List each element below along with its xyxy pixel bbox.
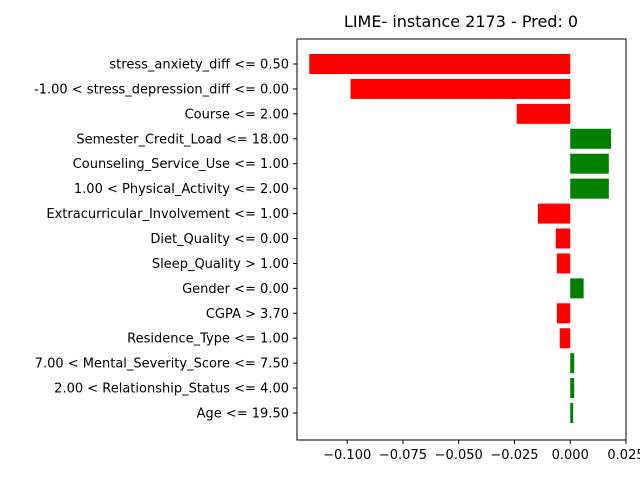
bar-7 [555, 228, 571, 249]
x-tick-label: −0.075 [379, 448, 427, 463]
x-tick-label: −0.100 [323, 448, 371, 463]
bar-4 [570, 153, 609, 174]
bar-11 [559, 328, 571, 349]
y-tick-label: Diet_Quality <= 0.00 [150, 232, 289, 247]
y-tick-label: Sleep_Quality > 1.00 [152, 257, 289, 272]
y-tick-label: Gender <= 0.00 [182, 282, 289, 297]
y-tick-label: 2.00 < Relationship_Status <= 4.00 [54, 382, 289, 397]
y-tick-label: 1.00 < Physical_Activity <= 2.00 [74, 182, 289, 197]
bar-10 [556, 303, 571, 324]
y-tick-label: Residence_Type <= 1.00 [127, 332, 289, 347]
y-tick-label: Counseling_Service_Use <= 1.00 [73, 157, 289, 172]
y-tick-label: Extracurricular_Involvement <= 1.00 [46, 207, 289, 222]
bar-0 [309, 54, 571, 74]
bar-2 [516, 103, 571, 124]
x-tick-label: 0.025 [607, 448, 640, 463]
y-tick-label: -1.00 < stress_depression_diff <= 0.00 [34, 82, 289, 97]
y-tick-label: Semester_Credit_Load <= 18.00 [76, 132, 289, 147]
bar-1 [350, 78, 571, 99]
x-tick-label: 0.000 [552, 448, 589, 463]
bar-8 [556, 253, 571, 274]
y-tick-label: stress_anxiety_diff <= 0.50 [109, 58, 289, 73]
bar-13 [570, 378, 575, 399]
y-tick-label: CGPA > 3.70 [206, 307, 289, 322]
chart-title: LIME- instance 2173 - Pred: 0 [344, 12, 578, 31]
x-tick-label: −0.050 [435, 448, 483, 463]
y-tick-label: Age <= 19.50 [197, 407, 289, 422]
bar-9 [570, 278, 584, 299]
y-tick-label: 7.00 < Mental_Severity_Score <= 7.50 [35, 357, 289, 372]
y-tick-label: Course <= 2.00 [185, 107, 289, 122]
plot-frame [296, 38, 627, 441]
bar-5 [570, 178, 609, 199]
bar-12 [570, 353, 575, 374]
bar-14 [570, 403, 574, 424]
x-axis-ticks: −0.100 −0.075 −0.050 −0.025 0.000 0.025 [323, 440, 640, 463]
bars-group [309, 54, 612, 424]
x-tick-label: −0.025 [490, 448, 538, 463]
y-axis-ticks: stress_anxiety_diff <= 0.50 -1.00 < stres… [34, 58, 297, 422]
bar-6 [537, 203, 571, 224]
bar-3 [570, 128, 612, 149]
